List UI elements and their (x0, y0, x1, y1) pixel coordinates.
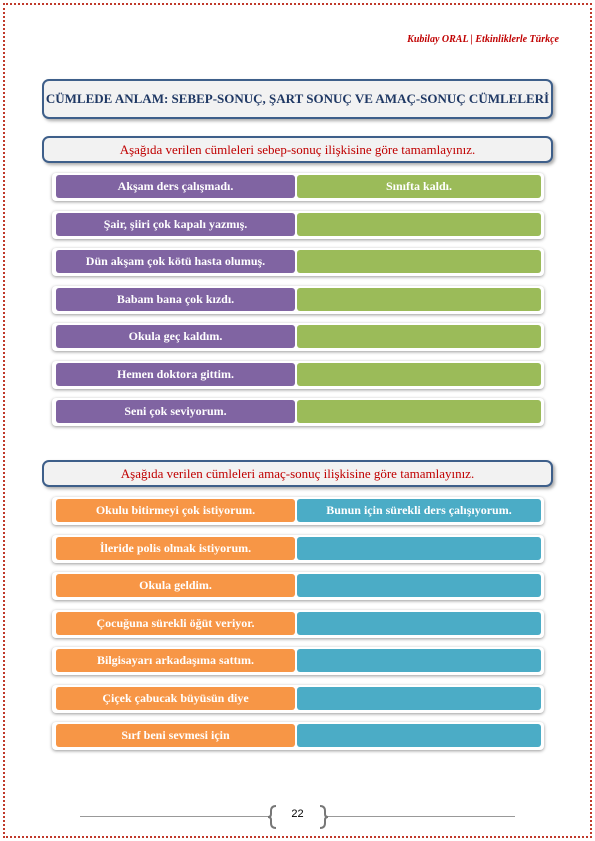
answer-row: Dün akşam çok kötü hasta olumuş. (52, 248, 544, 276)
page-brackets (268, 805, 328, 829)
answer-field (297, 287, 541, 311)
answer-row: Babam bana çok kızdı. (52, 285, 544, 314)
answer-row: Şair, şiiri çok kapalı yazmış. (52, 210, 544, 239)
answer-field (297, 400, 541, 423)
given-sentence: Akşam ders çalışmadı. (56, 175, 295, 198)
answer-row: Akşam ders çalışmadı. Sınıfta kaldı. (52, 173, 544, 201)
answer-row: Bilgisayarı arkadaşıma sattım. (52, 647, 544, 675)
answer-row: Çocuğuna sürekli öğüt veriyor. (52, 609, 544, 638)
given-sentence: Seni çok seviyorum. (56, 400, 295, 423)
given-sentence: Babam bana çok kızdı. (56, 287, 295, 311)
footer-line (80, 816, 270, 817)
answer-field (297, 686, 541, 710)
instruction: Aşağıda verilen cümleleri sebep-sonuç il… (42, 136, 553, 163)
given-sentence: Bilgisayarı arkadaşıma sattım. (56, 649, 295, 672)
answer-row: İleride polis olmak istiyorum. (52, 534, 544, 563)
given-sentence: Sırf beni sevmesi için (56, 724, 295, 747)
answer-field (297, 212, 541, 236)
given-sentence: Hemen doktora gittim. (56, 362, 295, 386)
given-sentence: İleride polis olmak istiyorum. (56, 536, 295, 560)
instruction: Aşağıda verilen cümleleri amaç-sonuç ili… (42, 460, 553, 487)
answer-field (297, 325, 541, 348)
given-sentence: Çiçek çabucak büyüsün diye (56, 686, 295, 710)
answer-field: Bunun için sürekli ders çalışıyorum. (297, 499, 541, 522)
answer-row: Çiçek çabucak büyüsün diye (52, 684, 544, 713)
footer-line (325, 816, 515, 817)
header: Kubilay ORAL | Etkinliklerle Türkçe (407, 34, 559, 45)
title: CÜMLEDE ANLAM: SEBEP-SONUÇ, ŞART SONUÇ V… (42, 79, 553, 119)
given-sentence: Okula geç kaldım. (56, 325, 295, 348)
given-sentence: Çocuğuna sürekli öğüt veriyor. (56, 611, 295, 635)
answer-row: Okulu bitirmeyi çok istiyorum. Bunun için… (52, 497, 544, 525)
answer-field (297, 362, 541, 386)
answer-row: Sırf beni sevmesi için (52, 722, 544, 750)
given-sentence: Şair, şiiri çok kapalı yazmış. (56, 212, 295, 236)
answer-field: Sınıfta kaldı. (297, 175, 541, 198)
answer-field (297, 724, 541, 747)
given-sentence: Okula geldim. (56, 574, 295, 597)
given-sentence: Dün akşam çok kötü hasta olumuş. (56, 250, 295, 273)
answer-row: Seni çok seviyorum. (52, 398, 544, 426)
page-border (3, 3, 592, 838)
answer-row: Okula geç kaldım. (52, 323, 544, 351)
answer-field (297, 250, 541, 273)
answer-row: Okula geldim. (52, 572, 544, 600)
page-number: 22 (291, 808, 304, 820)
given-sentence: Okulu bitirmeyi çok istiyorum. (56, 499, 295, 522)
answer-field (297, 536, 541, 560)
answer-row: Hemen doktora gittim. (52, 360, 544, 389)
answer-field (297, 611, 541, 635)
answer-field (297, 649, 541, 672)
answer-field (297, 574, 541, 597)
